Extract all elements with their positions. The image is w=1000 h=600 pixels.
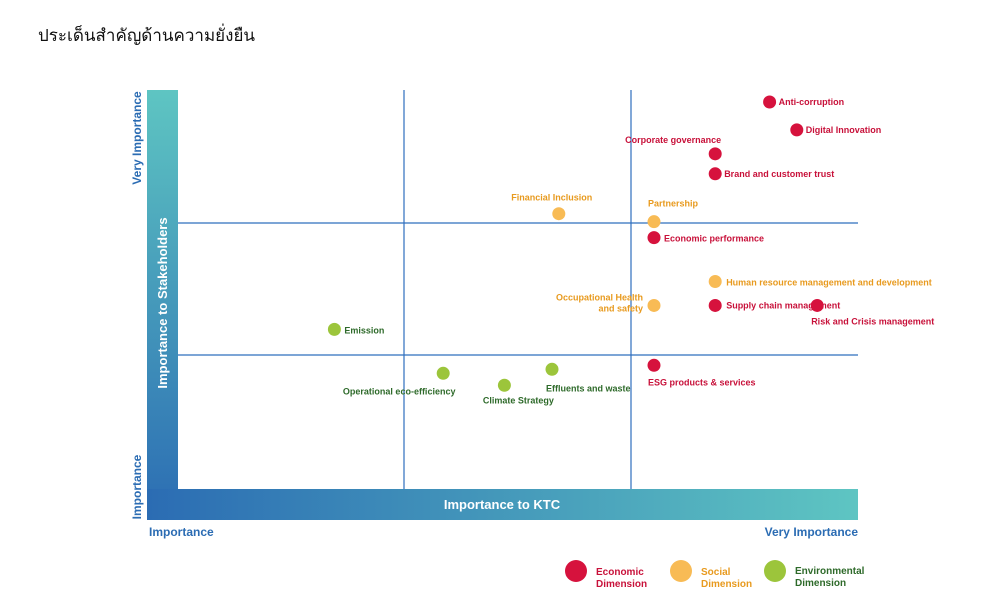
data-points: Anti-corruption Digital Innovation Corpora… xyxy=(327,95,934,405)
environmental-point-2 xyxy=(497,378,511,392)
social-point-1 xyxy=(647,215,661,229)
environmental-point-3 xyxy=(545,362,559,376)
economic-point-7 xyxy=(647,358,661,372)
economic-point-1 xyxy=(790,123,804,137)
gridlines xyxy=(178,90,858,489)
economic-label-5: Supply chain management xyxy=(726,300,840,310)
x-axis-low-label: Importance xyxy=(149,525,214,539)
environmental-point-0 xyxy=(327,322,341,336)
legend-label-environmental: Environmental Dimension xyxy=(795,566,865,589)
y-axis-high-label: Very Importance xyxy=(130,91,144,185)
social-label-2: Human resource management and developmen… xyxy=(726,278,932,288)
legend-swatch-economic xyxy=(565,560,587,582)
environmental-label-1: Operational eco-efficiency xyxy=(343,386,456,396)
social-label-3: Occupational Health and safety xyxy=(556,292,643,313)
x-axis-title: Importance to KTC xyxy=(444,497,561,512)
economic-point-0 xyxy=(763,95,777,109)
environmental-point-1 xyxy=(436,366,450,380)
social-point-0 xyxy=(552,207,566,221)
social-label-0: Financial Inclusion xyxy=(511,193,592,203)
economic-point-6 xyxy=(810,298,824,312)
economic-point-4 xyxy=(647,231,661,245)
legend-swatch-environmental xyxy=(764,560,786,582)
x-axis-bar xyxy=(147,489,858,520)
social-point-3 xyxy=(647,298,661,312)
economic-label-3: Brand and customer trust xyxy=(724,169,834,179)
economic-point-5 xyxy=(708,298,722,312)
economic-label-2: Corporate governance xyxy=(625,135,721,145)
social-point-2 xyxy=(708,275,722,289)
economic-label-6: Risk and Crisis management xyxy=(811,316,934,326)
economic-point-2 xyxy=(708,147,722,161)
environmental-label-3: Effluents and waste xyxy=(546,383,631,393)
y-axis-bar xyxy=(147,90,178,520)
legend-label-social: Social Dimension xyxy=(701,567,752,590)
social-label-1: Partnership xyxy=(648,199,699,209)
economic-label-7: ESG products & services xyxy=(648,377,756,387)
economic-label-1: Digital Innovation xyxy=(806,125,882,135)
economic-label-4: Economic performance xyxy=(664,234,764,244)
page-title: ประเด็นสำคัญด้านความยั่งยืน xyxy=(38,26,256,46)
y-axis-title: Importance to Stakeholders xyxy=(155,217,170,388)
legend-label-economic: Economic Dimension xyxy=(596,567,647,590)
economic-point-3 xyxy=(708,167,722,181)
economic-label-0: Anti-corruption xyxy=(779,97,845,107)
x-axis-high-label: Very Importance xyxy=(765,525,859,539)
legend: Economic Dimension Social Dimension Environm… xyxy=(565,560,865,590)
environmental-label-0: Emission xyxy=(344,325,384,335)
environmental-label-2: Climate Strategy xyxy=(483,395,554,405)
y-axis-low-label: Importance xyxy=(130,454,144,519)
legend-swatch-social xyxy=(670,560,692,582)
